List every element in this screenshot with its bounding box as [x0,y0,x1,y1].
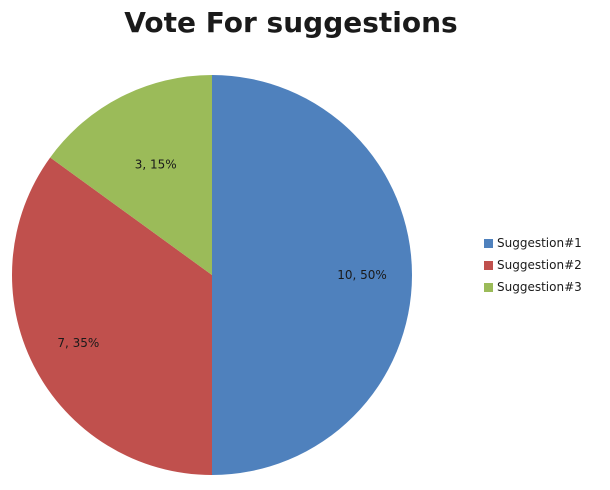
legend-swatch-suggestion-1 [484,238,493,248]
legend-item-suggestion-2: Suggestion#2 [484,254,582,276]
legend-label-suggestion-3: Suggestion#3 [497,280,582,294]
pie-slice-suggestion-3 [50,75,213,275]
legend-swatch-suggestion-3 [484,282,493,292]
pie-slice-suggestion-1 [212,75,412,475]
pie-data-labels: 10, 50% 7, 35% 3, 15% [57,158,386,351]
pie-slice-suggestion-2 [12,157,213,476]
legend-swatch-suggestion-2 [484,260,493,270]
legend-item-suggestion-3: Suggestion#3 [484,276,582,298]
pie-slices [12,75,412,476]
chart-title: Vote For suggestions [124,6,458,39]
data-label-suggestion-1: 10, 50% [337,268,387,282]
data-label-suggestion-2: 7, 35% [57,336,99,350]
legend-label-suggestion-1: Suggestion#1 [497,236,582,250]
data-label-suggestion-3: 3, 15% [135,158,177,172]
legend: Suggestion#1 Suggestion#2 Suggestion#3 [484,232,582,298]
legend-item-suggestion-1: Suggestion#1 [484,232,582,254]
legend-label-suggestion-2: Suggestion#2 [497,258,582,272]
